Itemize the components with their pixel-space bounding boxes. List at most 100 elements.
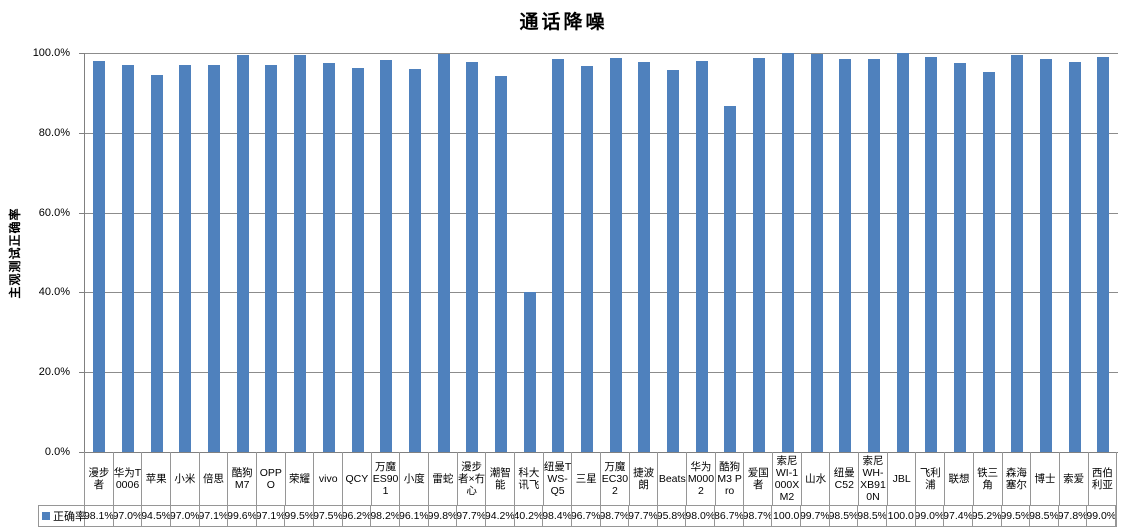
value-cell: 97.1% [200, 506, 229, 526]
bar-slot [171, 53, 200, 452]
category-label: vivo [314, 452, 344, 505]
bar [1097, 57, 1110, 452]
category-label: 山水 [802, 452, 831, 505]
value-cell: 86.7% [715, 506, 744, 526]
value-cell: 97.1% [257, 506, 286, 526]
category-label: 纽曼TWS-Q5 [544, 452, 573, 505]
y-axis-tick [79, 452, 84, 453]
category-label: Beats [658, 452, 688, 505]
value-cell: 98.7% [744, 506, 773, 526]
bar [1040, 59, 1053, 452]
value-cell: 96.2% [343, 506, 372, 526]
value-cell: 98.4% [543, 506, 572, 526]
bar-slot [745, 53, 774, 452]
category-label: 飞利浦 [916, 452, 946, 505]
category-label: 荣耀 [286, 452, 315, 505]
bar [695, 60, 708, 452]
bar-slot [1003, 53, 1032, 452]
category-label: OPPO [257, 452, 286, 505]
value-cell: 40.2% [515, 506, 544, 526]
category-label: 倍思 [200, 452, 229, 505]
value-cell: 99.6% [228, 506, 257, 526]
bar-slot [544, 53, 573, 452]
y-tick-label: 20.0% [38, 366, 70, 378]
bar [408, 68, 421, 452]
bar-slot [716, 53, 745, 452]
category-label: JBL [888, 452, 917, 505]
value-cell: 98.5% [830, 506, 859, 526]
category-label: 森海塞尔 [1003, 452, 1032, 505]
value-cell: 99.8% [429, 506, 458, 526]
y-axis-title: 主观测试正确率 [8, 207, 22, 299]
bar-slot [286, 53, 315, 452]
bar-slot [1089, 53, 1118, 452]
bar [839, 59, 852, 452]
gridline-100 [85, 53, 1118, 54]
category-label: 万魔ES901 [372, 452, 401, 505]
category-label: 爱国者 [744, 452, 774, 505]
value-cell: 95.8% [658, 506, 687, 526]
bar [552, 59, 565, 452]
value-cell: 97.8% [1059, 506, 1088, 526]
category-label: 酷狗M7 [228, 452, 258, 505]
category-label: 捷波朗 [630, 452, 659, 505]
gridline-60 [85, 213, 1118, 214]
bar-slot [860, 53, 889, 452]
bar [437, 53, 450, 452]
bar [609, 58, 622, 452]
value-cell: 98.0% [686, 506, 716, 526]
category-label: 索尼WI-1000XM2 [773, 452, 802, 505]
value-cell: 98.7% [601, 506, 630, 526]
category-label: 潮智能 [486, 452, 516, 505]
bar [925, 57, 938, 452]
bar-slot [142, 53, 171, 452]
bar [581, 66, 594, 452]
bar [466, 62, 479, 452]
bar-slot [85, 53, 114, 452]
bar-slot [659, 53, 688, 452]
bar-slot [774, 53, 803, 452]
bar-slot [601, 53, 630, 452]
series-swatch-icon [42, 512, 50, 520]
value-cell: 94.5% [142, 506, 171, 526]
gridline-20 [85, 372, 1118, 373]
category-label: 联想 [945, 452, 974, 505]
bar [294, 55, 307, 452]
bar-slot [257, 53, 286, 452]
value-cell: 99.5% [1002, 506, 1031, 526]
value-cell: 94.2% [486, 506, 515, 526]
bar-slot [315, 53, 344, 452]
value-cell: 97.7% [629, 506, 658, 526]
bar-slot [573, 53, 602, 452]
value-cell: 96.7% [572, 506, 601, 526]
bar-slot [802, 53, 831, 452]
value-cell: 98.2% [371, 506, 401, 526]
category-label: 漫步者×冇心 [458, 452, 487, 505]
value-cell: 99.7% [801, 506, 830, 526]
bar [810, 54, 823, 452]
y-axis-tick [79, 133, 84, 134]
bar-slot [343, 53, 372, 452]
bar-slot [114, 53, 143, 452]
category-label: 西伯利亚 [1089, 452, 1118, 505]
bar [896, 53, 909, 452]
category-label: 华为M0002 [687, 452, 716, 505]
legend-cell: 正确率 [39, 506, 86, 526]
value-cell: 95.2% [973, 506, 1002, 526]
bar-slot [1060, 53, 1089, 452]
value-cell: 100.0 [887, 506, 916, 526]
bar [122, 64, 135, 452]
category-label: 索尼WH-XB910N [859, 452, 888, 505]
bar-slot [630, 53, 659, 452]
category-label: 科大讯飞 [515, 452, 544, 505]
bar [1011, 55, 1024, 452]
category-label: 苹果 [142, 452, 172, 505]
bar [667, 69, 680, 452]
category-label: 漫步者 [85, 452, 114, 505]
y-tick-label: 40.0% [38, 286, 70, 298]
value-cell: 96.1% [400, 506, 429, 526]
gridline-80 [85, 133, 1118, 134]
y-axis-tick [79, 292, 84, 293]
bars [85, 53, 1118, 452]
